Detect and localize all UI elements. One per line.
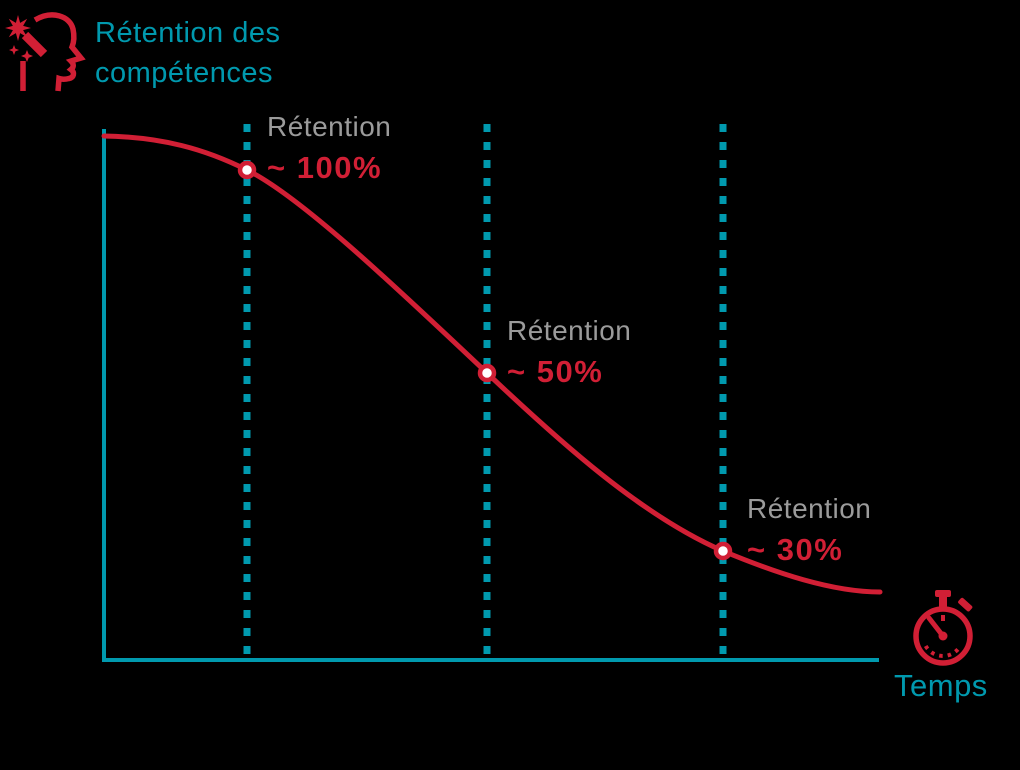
wand-shape <box>21 31 48 58</box>
stopwatch-crown-cap <box>935 590 951 597</box>
annotation-value: ~ 100% <box>267 150 383 185</box>
x-axis-label: Temps <box>894 668 988 703</box>
annotation-label: Rétention <box>747 493 872 524</box>
page-title-line1: Rétention des <box>95 17 281 49</box>
data-point-marker-100 <box>237 160 257 180</box>
annotation-30: Rétention ~ 30% <box>747 493 871 568</box>
stopwatch-dial <box>913 606 973 666</box>
stopwatch-crown-stem <box>939 597 947 610</box>
data-point-marker-30 <box>713 541 733 561</box>
data-point-marker-50 <box>477 363 497 383</box>
stopwatch-icon <box>913 590 973 666</box>
head-sparkle-icon <box>5 12 86 92</box>
sparkle-large <box>21 50 33 62</box>
stopwatch-side-button <box>958 597 973 612</box>
stopwatch-bottom-ticks <box>923 644 963 658</box>
annotation-value: ~ 30% <box>747 532 844 567</box>
annotation-50: Rétention ~ 50% <box>507 315 631 390</box>
page-title-line2: compétences <box>95 57 273 89</box>
annotation-100: Rétention ~ 100% <box>267 111 391 186</box>
head-profile-shape <box>33 12 86 92</box>
sparkle-small <box>9 45 19 55</box>
starburst-shape <box>5 15 31 41</box>
annotation-label: Rétention <box>267 111 392 142</box>
annotation-label: Rétention <box>507 315 632 346</box>
annotation-value: ~ 50% <box>507 354 604 389</box>
stopwatch-center-dot <box>938 631 948 641</box>
page-title: Rétention des compétences <box>95 13 280 93</box>
